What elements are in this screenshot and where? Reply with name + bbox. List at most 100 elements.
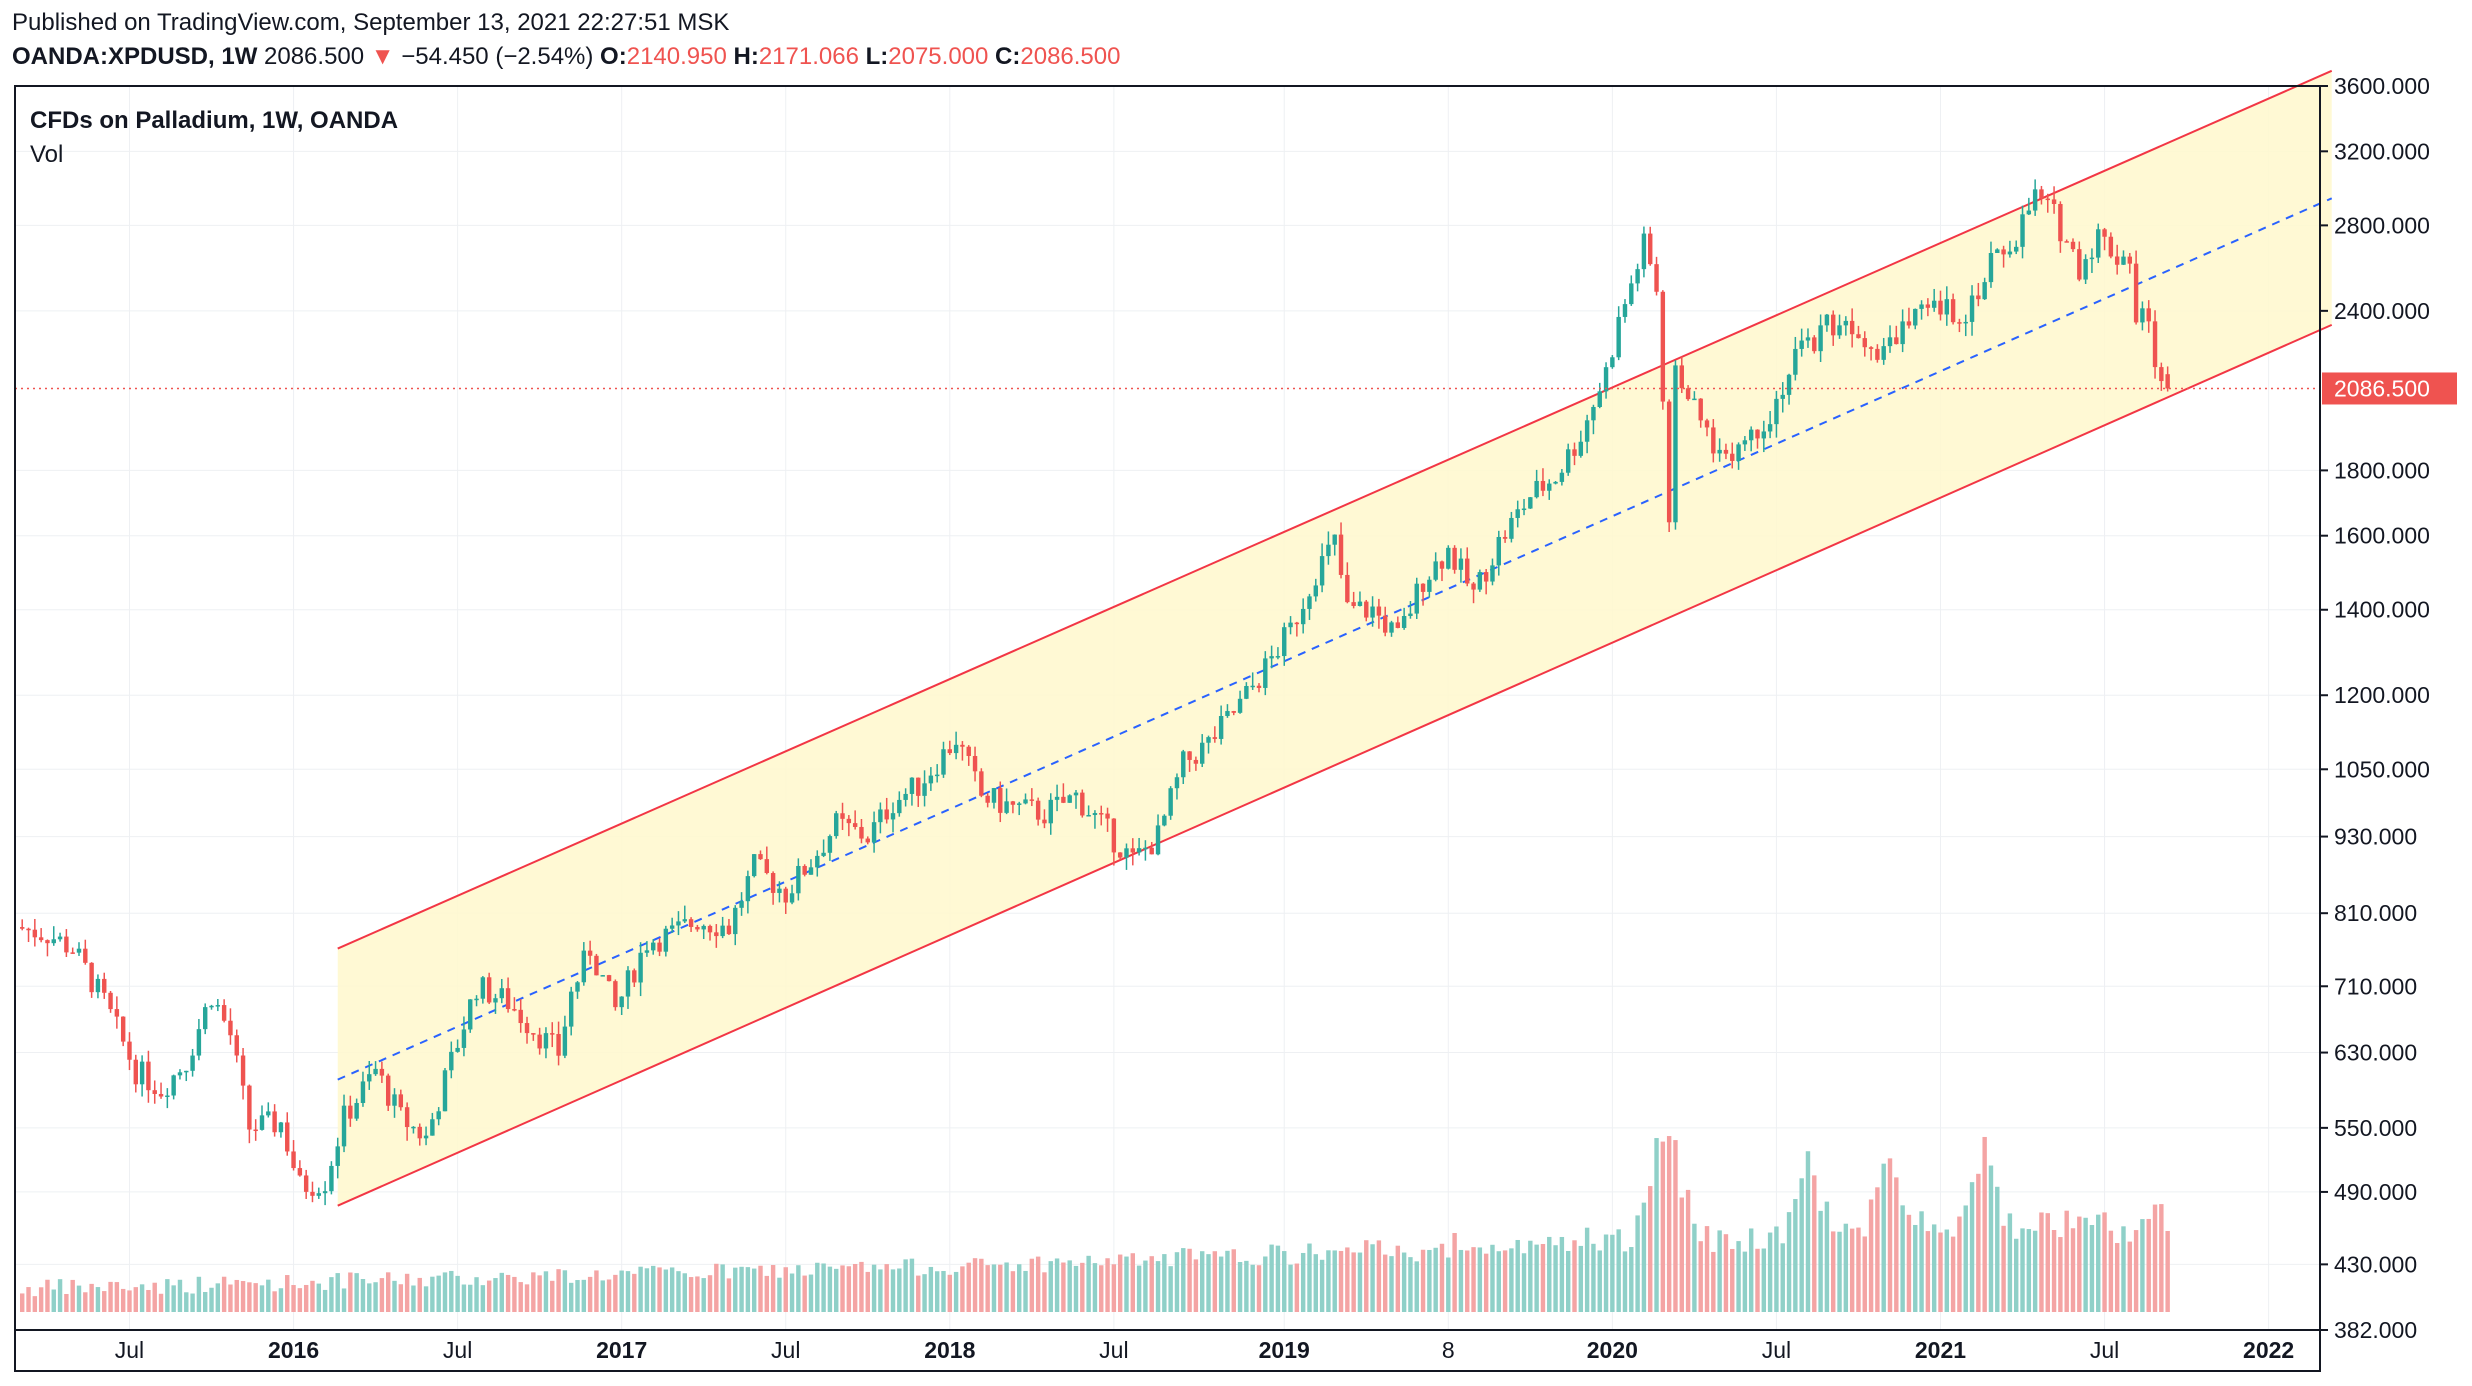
candle-body bbox=[1641, 233, 1647, 270]
candle-body bbox=[846, 818, 852, 824]
volume-bar bbox=[859, 1261, 864, 1312]
volume-bar bbox=[310, 1280, 315, 1312]
candle-body bbox=[1319, 556, 1325, 586]
volume-bar bbox=[1521, 1253, 1527, 1312]
volume-bar bbox=[2077, 1216, 2082, 1312]
candle-body bbox=[733, 907, 738, 935]
volume-bar bbox=[840, 1265, 845, 1312]
candle-body bbox=[1029, 799, 1035, 801]
volume-bar bbox=[158, 1293, 164, 1312]
volume-bar bbox=[2070, 1228, 2076, 1312]
candle-body bbox=[1635, 269, 1640, 284]
candle-body bbox=[663, 928, 669, 952]
close-value: 2086.500 bbox=[1020, 43, 1121, 70]
volume-bar bbox=[133, 1287, 139, 1312]
candle-body bbox=[524, 1023, 530, 1034]
candle-body bbox=[1995, 249, 2000, 254]
candle-body bbox=[2096, 229, 2101, 258]
candle-body bbox=[953, 744, 959, 754]
volume-bar bbox=[2152, 1204, 2158, 1312]
candle-body bbox=[1490, 565, 1495, 582]
candle-body bbox=[1748, 429, 1754, 441]
price-label: 710.000 bbox=[2334, 973, 2417, 999]
volume-bar bbox=[1307, 1243, 1312, 1312]
candle-body bbox=[1925, 304, 1931, 308]
candle-body bbox=[998, 788, 1003, 813]
candle-body bbox=[234, 1035, 239, 1056]
volume-bar bbox=[1143, 1260, 1148, 1312]
volume-bar bbox=[1124, 1256, 1129, 1312]
candle-body bbox=[562, 1026, 568, 1056]
volume-bar bbox=[285, 1275, 290, 1312]
volume-bar bbox=[916, 1275, 921, 1312]
candle-body bbox=[2140, 308, 2145, 323]
legend-volume[interactable]: Vol bbox=[30, 141, 63, 168]
candle-body bbox=[739, 901, 744, 908]
volume-bar bbox=[329, 1277, 334, 1312]
candle-body bbox=[1805, 337, 1811, 341]
volume-bar bbox=[701, 1278, 706, 1312]
channel-middle-line bbox=[337, 197, 2333, 1081]
candle-body bbox=[802, 865, 807, 875]
volume-bar bbox=[619, 1270, 624, 1312]
candle-body bbox=[1603, 367, 1609, 392]
candle-body bbox=[1711, 427, 1716, 454]
volume-bar bbox=[903, 1259, 908, 1312]
time-label: 2016 bbox=[268, 1337, 319, 1363]
volume-bar bbox=[1332, 1250, 1337, 1312]
candle-body bbox=[1042, 819, 1047, 824]
candle-body bbox=[1471, 583, 1476, 590]
candle-body bbox=[960, 744, 965, 747]
volume-bar bbox=[878, 1269, 883, 1312]
candle-body bbox=[1376, 606, 1382, 616]
candle-body bbox=[1818, 325, 1823, 352]
candle-body bbox=[897, 799, 902, 814]
candle-body bbox=[423, 1135, 429, 1139]
volume-bar bbox=[1427, 1249, 1432, 1312]
candle-body bbox=[1143, 847, 1148, 850]
candle-body bbox=[1704, 420, 1710, 428]
volume-bar bbox=[1963, 1205, 1968, 1312]
volume-bar bbox=[152, 1282, 157, 1312]
volume-bar bbox=[190, 1293, 195, 1312]
candle-body bbox=[2058, 203, 2063, 242]
volume-bar bbox=[1061, 1262, 1066, 1312]
candle-body bbox=[1269, 656, 1274, 659]
symbol-name[interactable]: OANDA:XPDUSD, 1W bbox=[12, 43, 258, 70]
candle-body bbox=[1010, 801, 1016, 805]
candle-body bbox=[840, 813, 845, 819]
candle-body bbox=[796, 865, 801, 894]
volume-bar bbox=[1345, 1247, 1350, 1312]
symbol-ohlc-bar: OANDA:XPDUSD, 1W 2086.500 ▼ −54.450 (−2.… bbox=[12, 42, 1120, 72]
candle-body bbox=[411, 1126, 416, 1129]
volume-bar bbox=[726, 1278, 732, 1312]
candle-body bbox=[1414, 583, 1419, 614]
volume-bar bbox=[1831, 1231, 1836, 1312]
candle-body bbox=[83, 948, 88, 963]
candle-body bbox=[676, 921, 681, 926]
parallel-channel[interactable] bbox=[337, 69, 2333, 1207]
time-scale[interactable]: Jul 2016 Jul 2017 Jul 2018 Jul 2019 8 2020 Jul 2021… bbox=[115, 1337, 2294, 1363]
volume-bar bbox=[2102, 1212, 2107, 1312]
volume-bar bbox=[1944, 1229, 1950, 1312]
candle-body bbox=[1679, 365, 1684, 389]
volume-bar bbox=[1319, 1259, 1325, 1312]
volume-bar bbox=[669, 1267, 675, 1312]
volume-bar bbox=[26, 1287, 31, 1312]
legend-title[interactable]: CFDs on Palladium, 1W, OANDA bbox=[30, 107, 398, 134]
volume-bar bbox=[1117, 1254, 1123, 1312]
volume-bar bbox=[1080, 1262, 1085, 1312]
price-scale[interactable]: 3600.000 3200.000 2800.000 2400.000 1800.000… bbox=[2320, 73, 2457, 1343]
candlesticks[interactable] bbox=[20, 179, 2170, 1206]
volume-bar bbox=[1748, 1228, 1754, 1312]
volume-bar bbox=[1547, 1236, 1552, 1312]
volume-bar bbox=[1408, 1257, 1413, 1312]
time-label: 2017 bbox=[596, 1337, 647, 1363]
candle-body bbox=[979, 771, 984, 796]
candle-body bbox=[903, 793, 908, 800]
volume-bar bbox=[947, 1274, 953, 1312]
candle-body bbox=[1988, 253, 1994, 283]
volume-bar bbox=[1010, 1271, 1016, 1312]
candle-body bbox=[139, 1061, 145, 1085]
